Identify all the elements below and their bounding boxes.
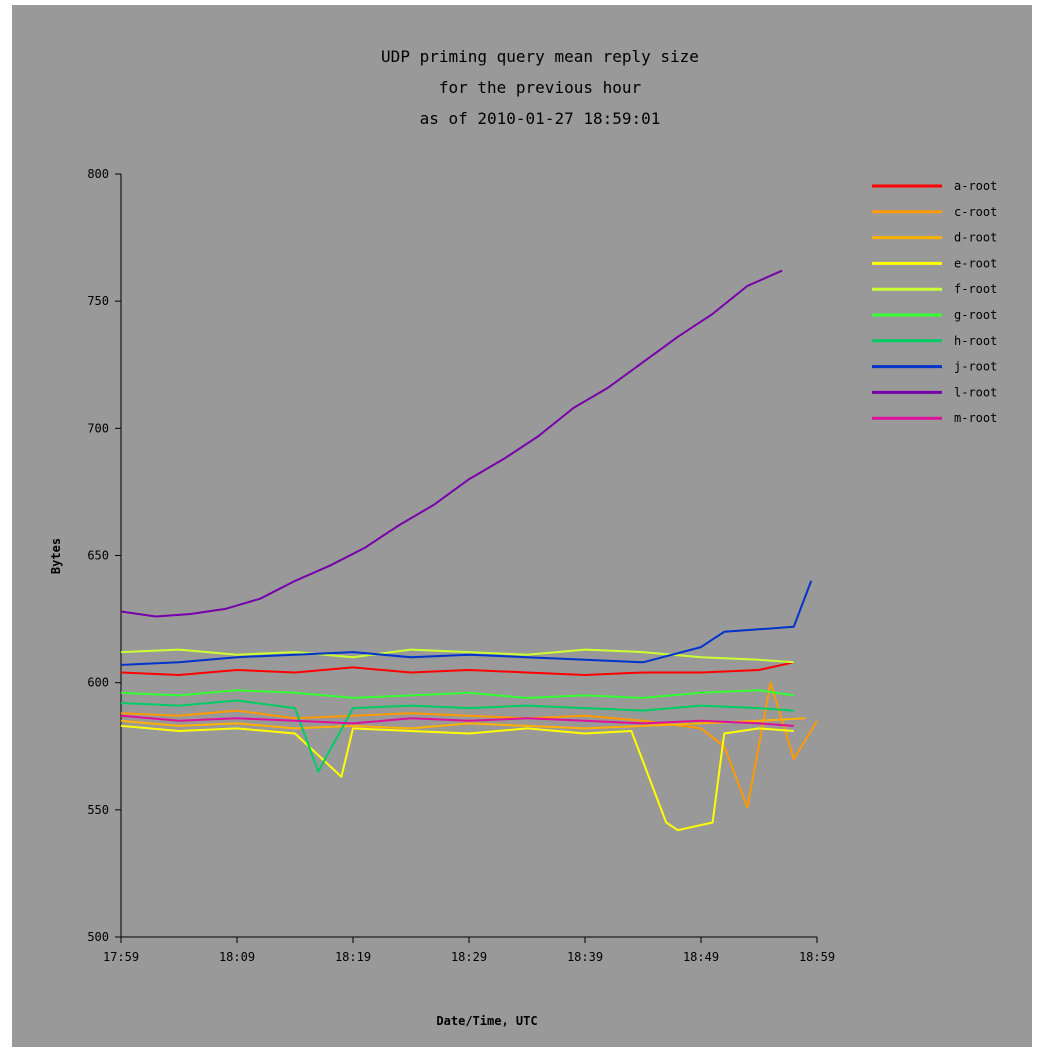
x-tick-label: 18:19 [335,950,371,964]
x-tick-label: 18:49 [683,950,719,964]
series-line-j-root [120,580,813,666]
y-tick-label: 500 [87,930,109,944]
x-tick-label: 18:09 [219,950,255,964]
series-line-a-root [120,661,795,676]
series-line-e-root [120,724,794,832]
legend-label-m-root: m-root [954,411,997,425]
legend-label-a-root: a-root [954,179,997,193]
y-tick-label: 800 [87,167,109,181]
y-tick-label: 750 [87,294,109,308]
series-line-h-root [120,699,794,773]
y-tick-label: 550 [87,803,109,817]
legend-label-g-root: g-root [954,308,997,322]
y-tick-label: 600 [87,676,109,690]
legend-label-h-root: h-root [954,334,997,348]
y-tick-label: 700 [87,421,109,435]
legend-label-e-root: e-root [954,256,997,270]
series-line-g-root [120,689,794,699]
x-tick-label: 18:39 [567,950,603,964]
title-line-2: for the previous hour [439,78,642,97]
chart-title: UDP priming query mean reply size for th… [381,47,699,128]
title-line-1: UDP priming query mean reply size [381,47,699,66]
y-axis-title: Bytes [49,538,63,574]
legend-label-l-root: l-root [954,385,997,399]
legend-label-f-root: f-root [954,282,997,296]
y-tick-label: 650 [87,549,109,563]
series-line-c-root [120,681,818,809]
legend-label-c-root: c-root [954,205,997,219]
series-lines [120,269,818,832]
plot-panel [12,5,1032,1047]
title-line-3: as of 2010-01-27 18:59:01 [420,109,661,128]
x-tick-label: 18:29 [451,950,487,964]
x-axis-title: Date/Time, UTC [436,1014,537,1028]
series-line-m-root [120,714,794,727]
series-line-d-root [120,717,806,730]
legend-label-j-root: j-root [954,360,997,374]
legend-label-d-root: d-root [954,231,997,245]
legend: a-root c-root d-root e-root f-root g-root h-ro… [872,179,997,425]
series-line-l-root [120,269,783,618]
x-tick-label: 18:59 [799,950,835,964]
series-line-f-root [120,648,794,664]
axes: 500 550 600 650 700 750 800 17:59 18:09 18:19 18:2… [87,167,835,964]
x-tick-label: 17:59 [103,950,139,964]
